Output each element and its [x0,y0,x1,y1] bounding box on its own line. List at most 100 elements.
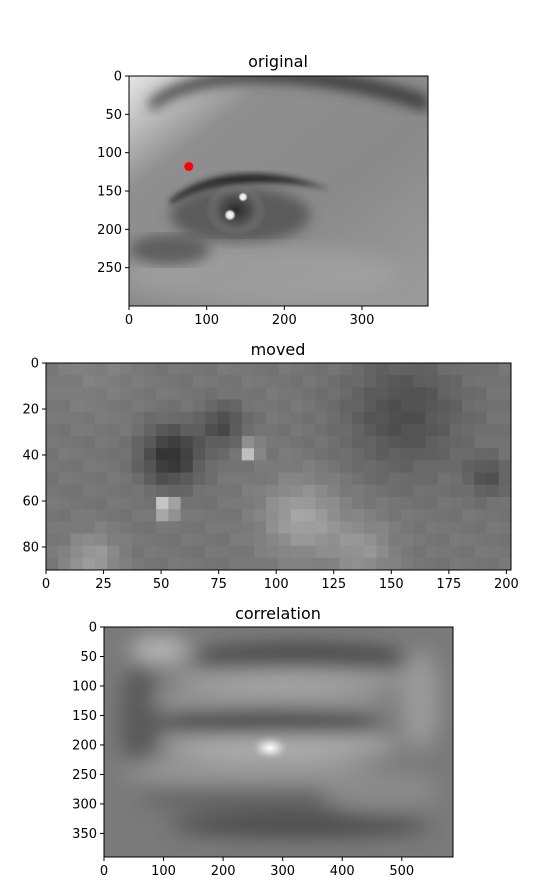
moved-pixel [156,472,169,486]
moved-pixel [302,484,316,498]
moved-pixel [143,472,157,486]
moved-pixel [498,496,511,510]
moved-pixel [278,557,292,570]
moved-pixel [168,375,182,388]
moved-pixel [498,460,511,474]
moved-pixel [315,484,329,498]
y-tick-label: 350 [72,827,97,842]
moved-pixel [241,399,255,413]
moved-pixel [143,448,157,462]
moved-pixel [168,545,182,559]
moved-pixel [241,545,255,559]
moved-pixel [388,484,402,498]
moved-pixel [217,363,231,376]
y-tick-label: 300 [72,797,97,812]
moved-pixel [376,423,390,437]
moved-pixel [168,460,182,474]
moved-pixel [486,423,500,437]
y-tick-label: 0 [114,70,122,85]
moved-pixel [254,472,267,486]
moved-pixel [168,387,182,401]
moved-pixel [254,557,267,570]
moved-pixel [229,436,243,449]
x-tick-label: 300 [350,313,375,328]
moved-pixel [302,448,316,462]
moved-pixel [278,436,292,449]
moved-pixel [107,496,121,510]
moved-pixel [388,509,402,522]
moved-pixel [449,460,463,474]
moved-pixel [364,460,377,474]
moved-pixel [290,509,304,522]
moved-pixel [205,436,218,449]
moved-pixel [278,496,292,510]
moved-pixel [400,557,414,570]
moved-pixel [94,496,108,510]
moved-pixel [462,375,475,388]
moved-pixel [400,521,414,535]
moved-pixel [70,509,84,522]
moved-pixel [339,460,353,474]
moved-pixel [143,509,157,522]
moved-pixel [94,411,108,425]
moved-pixel [425,557,439,570]
moved-pixel [376,436,390,449]
moved-pixel [315,448,329,462]
moved-pixel [205,484,218,498]
moved-pixel [168,521,182,535]
moved-pixel [278,533,292,547]
moved-pixel [290,387,304,401]
moved-pixel [486,411,500,425]
moved-pixel [168,484,182,498]
moved-pixel [217,521,231,535]
x-tick-label: 175 [436,577,461,592]
moved-pixel [327,411,341,425]
moved-pixel [241,460,255,474]
panel-moved-ticks: 0 25 50 75 100 125 150 175 200 0 20 40 60 80 [22,357,518,593]
moved-pixel [46,484,59,498]
moved-pixel [229,363,243,376]
moved-pixel [413,448,426,462]
moved-pixel [302,411,316,425]
panel-moved: moved 0 25 50 75 100 125 150 175 200 0 20 40 60 80 [22,340,518,592]
moved-pixel [364,533,377,547]
moved-pixel [254,399,267,413]
moved-pixel [192,399,206,413]
moved-pixel [70,484,84,498]
moved-pixel [302,399,316,413]
moved-pixel [119,399,133,413]
moved-pixel [425,423,439,437]
moved-pixel [82,496,96,510]
moved-pixel [119,460,133,474]
moved-pixel [339,533,353,547]
moved-pixel [351,545,365,559]
moved-pixel [82,436,96,449]
y-tick-label: 250 [97,261,122,276]
x-tick-label: 50 [153,577,170,592]
moved-pixel [462,472,475,486]
x-tick-label: 100 [194,313,219,328]
moved-pixel [205,448,218,462]
moved-pixel [241,387,255,401]
moved-pixel [229,521,243,535]
moved-pixel [376,363,390,376]
moved-pixel [278,521,292,535]
moved-pixel [474,411,488,425]
x-tick-label: 0 [125,313,133,328]
moved-pixel [266,557,280,570]
moved-pixel [413,496,426,510]
moved-pixel [364,436,377,449]
moved-pixel [327,436,341,449]
moved-pixel [278,363,292,376]
moved-pixel [241,484,255,498]
moved-pixel [156,545,169,559]
moved-pixel [376,557,390,570]
moved-pixel [58,423,72,437]
moved-pixel [82,375,96,388]
moved-pixel [131,399,145,413]
moved-pixel [205,509,218,522]
moved-pixel [278,509,292,522]
moved-pixel [192,448,206,462]
moved-pixel [486,363,500,376]
moved-pixel [462,423,475,437]
